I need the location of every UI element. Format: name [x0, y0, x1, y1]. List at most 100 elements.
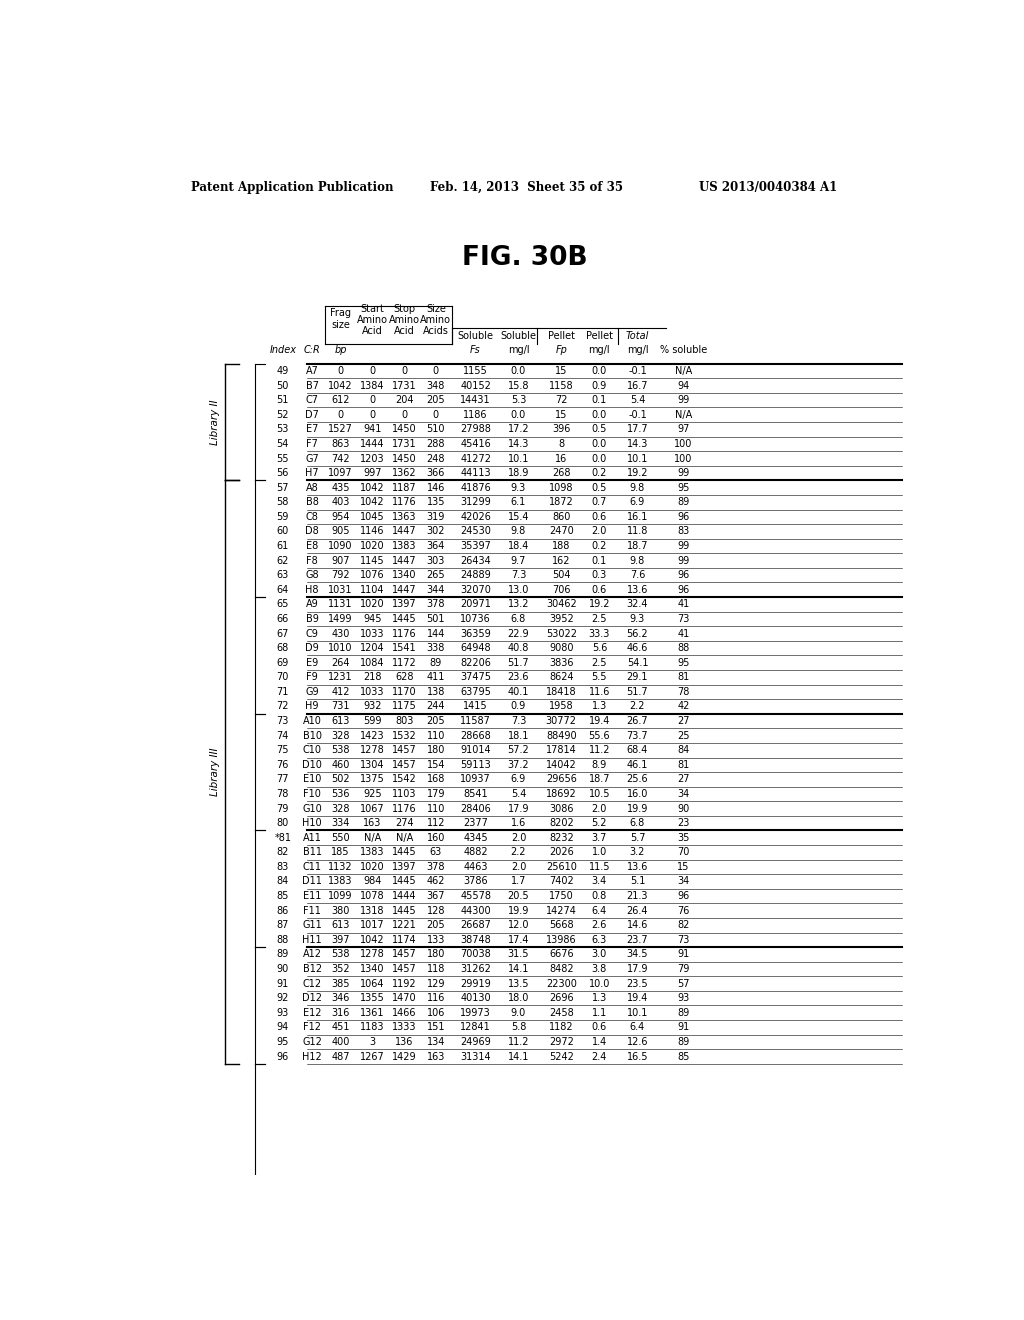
Text: 37.2: 37.2: [508, 760, 529, 770]
Text: Patent Application Publication: Patent Application Publication: [191, 181, 394, 194]
Text: 941: 941: [364, 424, 382, 434]
Text: 85: 85: [276, 891, 289, 902]
Text: 5.1: 5.1: [630, 876, 645, 887]
Text: 274: 274: [395, 818, 414, 828]
Text: 24530: 24530: [460, 527, 492, 536]
Text: 1098: 1098: [549, 483, 573, 492]
Text: 411: 411: [427, 672, 445, 682]
Text: 1447: 1447: [392, 527, 417, 536]
Text: 179: 179: [427, 789, 445, 799]
Text: A8: A8: [306, 483, 318, 492]
Text: 144: 144: [427, 628, 445, 639]
Text: 1176: 1176: [392, 804, 417, 813]
Text: 1042: 1042: [360, 935, 385, 945]
Text: 19973: 19973: [460, 1007, 490, 1018]
Text: 46.1: 46.1: [627, 760, 648, 770]
Text: 30462: 30462: [546, 599, 577, 610]
Text: 1176: 1176: [392, 628, 417, 639]
Text: 1192: 1192: [392, 978, 417, 989]
Text: 10.1: 10.1: [627, 1007, 648, 1018]
Text: 328: 328: [332, 804, 350, 813]
Text: 338: 338: [427, 643, 445, 653]
Text: 3086: 3086: [549, 804, 573, 813]
Text: B7: B7: [305, 380, 318, 391]
Text: 21.3: 21.3: [627, 891, 648, 902]
Text: 25610: 25610: [546, 862, 577, 873]
Text: 5.7: 5.7: [630, 833, 645, 842]
Text: 1457: 1457: [392, 760, 417, 770]
Text: 91: 91: [678, 1023, 689, 1032]
Text: US 2013/0040384 A1: US 2013/0040384 A1: [699, 181, 838, 194]
Text: 0: 0: [370, 366, 376, 376]
Text: 1155: 1155: [463, 366, 488, 376]
Text: G7: G7: [305, 454, 319, 463]
Text: 1104: 1104: [360, 585, 385, 595]
Text: H9: H9: [305, 701, 318, 711]
Text: 51.7: 51.7: [508, 657, 529, 668]
Text: 6.3: 6.3: [592, 935, 607, 945]
Text: 538: 538: [332, 949, 350, 960]
Text: 29.1: 29.1: [627, 672, 648, 682]
Text: 90: 90: [276, 964, 289, 974]
Text: 112: 112: [427, 818, 445, 828]
Text: 74: 74: [276, 731, 289, 741]
Text: 83: 83: [276, 862, 289, 873]
Text: 9080: 9080: [549, 643, 573, 653]
Text: 1170: 1170: [392, 686, 417, 697]
Text: 302: 302: [427, 527, 445, 536]
Text: G8: G8: [305, 570, 318, 581]
Text: 378: 378: [427, 862, 445, 873]
Text: 1445: 1445: [392, 614, 417, 624]
Text: 60: 60: [276, 527, 289, 536]
Text: 25: 25: [677, 731, 690, 741]
Text: 15: 15: [555, 409, 567, 420]
Text: 1499: 1499: [329, 614, 353, 624]
Text: 1397: 1397: [392, 862, 417, 873]
Text: 31299: 31299: [460, 498, 490, 507]
Text: C:R: C:R: [304, 346, 321, 355]
Text: 27: 27: [677, 775, 690, 784]
Text: 6.4: 6.4: [592, 906, 607, 916]
Text: 72: 72: [555, 395, 567, 405]
Text: 18.9: 18.9: [508, 469, 529, 478]
Text: 14.6: 14.6: [627, 920, 648, 931]
Text: 0.2: 0.2: [592, 541, 607, 550]
Text: 5.2: 5.2: [592, 818, 607, 828]
Text: G9: G9: [305, 686, 318, 697]
Text: 96: 96: [678, 570, 689, 581]
Text: 6676: 6676: [549, 949, 573, 960]
Text: mg/l: mg/l: [627, 346, 648, 355]
Text: 84: 84: [276, 876, 289, 887]
Text: F10: F10: [303, 789, 322, 799]
Text: 346: 346: [332, 993, 350, 1003]
Text: 2458: 2458: [549, 1007, 573, 1018]
Text: 95: 95: [276, 1038, 289, 1047]
Text: 96: 96: [678, 891, 689, 902]
Text: 504: 504: [552, 570, 570, 581]
Text: 303: 303: [427, 556, 445, 565]
Text: 14431: 14431: [460, 395, 490, 405]
Text: 18692: 18692: [546, 789, 577, 799]
Text: 0.6: 0.6: [592, 585, 607, 595]
Text: 316: 316: [332, 1007, 350, 1018]
Text: F12: F12: [303, 1023, 322, 1032]
Text: 0: 0: [433, 409, 439, 420]
Text: 1176: 1176: [392, 498, 417, 507]
Text: Library II: Library II: [210, 400, 220, 445]
Text: *81: *81: [274, 833, 291, 842]
Text: 14.1: 14.1: [508, 1052, 529, 1061]
Text: B10: B10: [303, 731, 322, 741]
Text: 63: 63: [430, 847, 442, 857]
Text: 1958: 1958: [549, 701, 573, 711]
Text: 16.5: 16.5: [627, 1052, 648, 1061]
Text: 16.1: 16.1: [627, 512, 648, 521]
Text: 8482: 8482: [549, 964, 573, 974]
Text: 430: 430: [332, 628, 350, 639]
Text: 0: 0: [338, 366, 344, 376]
Text: 34: 34: [678, 789, 689, 799]
Text: 2377: 2377: [463, 818, 488, 828]
Text: 13986: 13986: [546, 935, 577, 945]
Text: 79: 79: [677, 964, 690, 974]
Text: 1033: 1033: [360, 686, 385, 697]
Text: 205: 205: [427, 715, 445, 726]
